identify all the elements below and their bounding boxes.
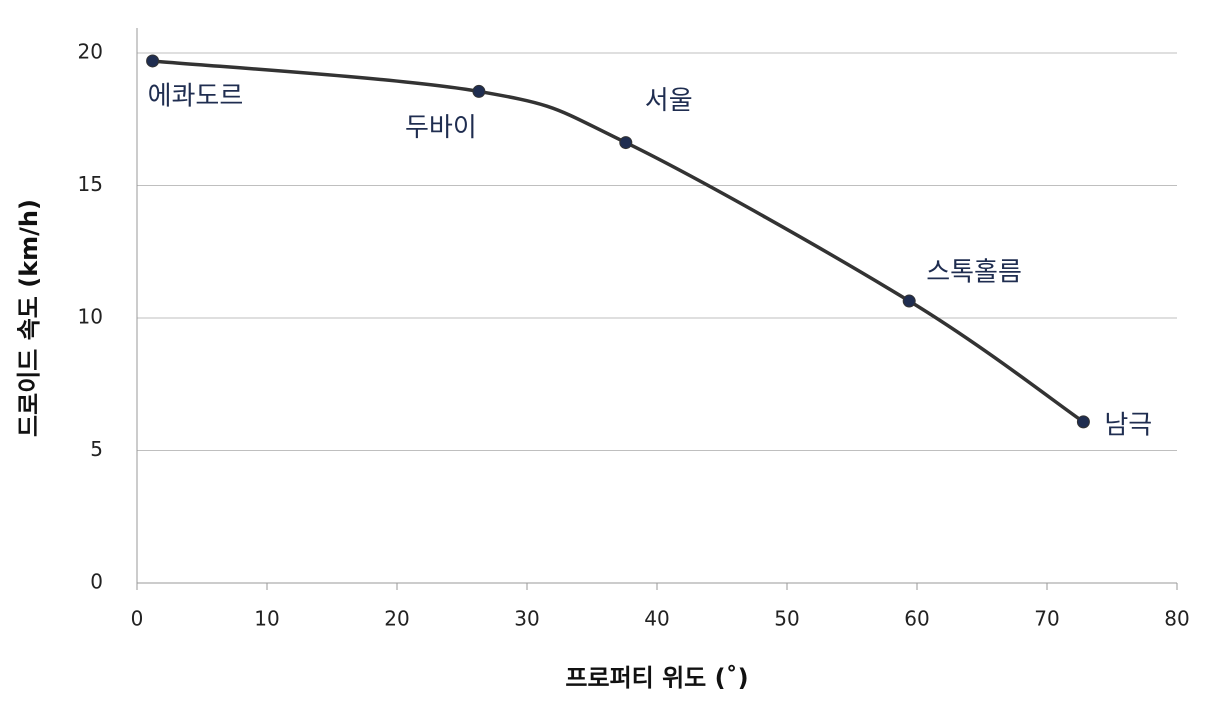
- x-tick-label: 30: [514, 607, 539, 631]
- point-label: 두바이: [405, 113, 477, 143]
- point-label: 스톡홀름: [926, 258, 1022, 288]
- x-tick-label: 70: [1034, 607, 1059, 631]
- x-tick-label: 50: [774, 607, 799, 631]
- x-tick-label: 40: [644, 607, 669, 631]
- point: [1076, 415, 1090, 429]
- point: [472, 84, 486, 98]
- x-tick-label: 80: [1164, 607, 1189, 631]
- line: [152, 59, 1085, 424]
- x-tick-label: 60: [904, 607, 929, 631]
- y-tick-label: 20: [78, 40, 103, 64]
- point-label: 에콰도르: [148, 81, 244, 111]
- point-label: 서울: [645, 86, 693, 116]
- y-tick-label: 0: [90, 570, 103, 594]
- point: [619, 136, 633, 150]
- point: [902, 294, 916, 308]
- x-axis-title: 프로퍼티 위도 (˚): [565, 664, 748, 692]
- x-tick-label: 0: [131, 607, 144, 631]
- x-tick-label: 20: [384, 607, 409, 631]
- y-tick-label: 5: [90, 437, 103, 461]
- y-tick-label: 10: [78, 305, 103, 329]
- y-axis-title: 드로이드 속도 (km/h): [15, 199, 43, 437]
- point: [146, 54, 160, 68]
- point-label: 남극: [1104, 410, 1152, 440]
- y-tick-label: 15: [78, 172, 103, 196]
- x-tick-label: 10: [254, 607, 279, 631]
